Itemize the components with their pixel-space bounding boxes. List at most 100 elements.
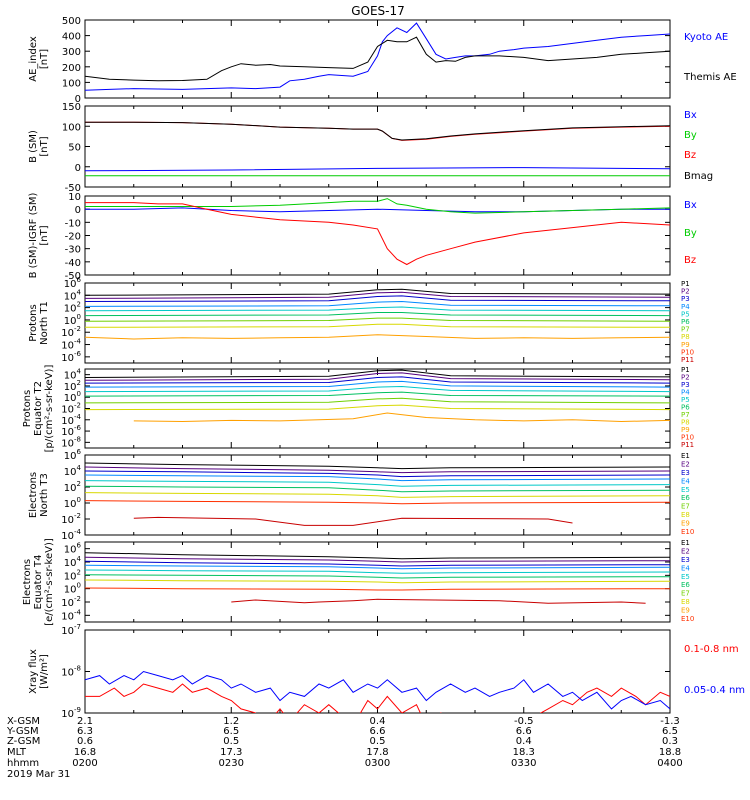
y-tick-label: 10-4 (61, 528, 81, 542)
y-tick-label: 102 (64, 568, 81, 582)
series-line-e8 (85, 500, 670, 505)
legend-e4: E4 (681, 564, 690, 572)
y-axis-label: AE_index[nT] (28, 36, 50, 82)
series-line-e1 (85, 462, 670, 470)
y-tick-label: 10-2 (61, 512, 81, 526)
x-axis-value: 6.6 (370, 726, 386, 737)
legend-e2: E2 (681, 460, 690, 468)
legend-0-1-0-8-nm: 0.1-0.8 nm (684, 644, 739, 655)
series-line-e8 (85, 587, 670, 591)
series-line-e2 (85, 466, 670, 474)
series-line-p4 (85, 380, 670, 388)
series-line-bz (85, 202, 670, 266)
series-line-p9 (133, 412, 670, 423)
legend-e6: E6 (681, 581, 690, 589)
legend-p4: P4 (681, 303, 690, 311)
panel-frame (84, 368, 671, 449)
panel-b_sm: 150 100 50 0 -50 B (SM)[nT] Bx By Bz Bmag (28, 102, 713, 194)
series-line-p2 (85, 291, 670, 299)
x-axis-value: 0400 (657, 758, 682, 769)
y-tick-label: 100 (64, 582, 81, 596)
legend-p7: P7 (681, 411, 690, 419)
series-line-p8 (85, 404, 670, 411)
series-line-p7 (85, 397, 670, 404)
panel-protons_t2: 10410210010-210-410-610-8ProtonsEquator … (22, 365, 694, 453)
legend-p9: P9 (681, 426, 690, 434)
legend-p2: P2 (681, 374, 690, 382)
series-line-p3 (85, 376, 670, 384)
y-axis-label: ProtonsNorth T1 (28, 301, 50, 345)
y-tick-label: -50 (65, 271, 81, 282)
series-line-p9 (85, 334, 670, 340)
series-line-p1 (85, 369, 670, 378)
y-tick-label: 102 (64, 480, 81, 494)
legend-e9: E9 (681, 607, 690, 615)
legend-e7: E7 (681, 590, 690, 598)
legend-p1: P1 (681, 366, 690, 374)
series-line-p1 (85, 288, 670, 296)
legend-e8: E8 (681, 511, 690, 519)
series-line-e3 (85, 560, 670, 567)
series-line-e3 (85, 470, 670, 478)
legend-e10: E10 (681, 615, 694, 623)
x-axis-value: 18.8 (659, 747, 681, 758)
series-line-e2 (85, 556, 670, 563)
legend-p9: P9 (681, 341, 690, 349)
series-line-e7 (85, 579, 670, 584)
x-axis-row-label: X-GSM (7, 716, 40, 727)
legend-e9: E9 (681, 520, 690, 528)
x-axis-value: 18.3 (513, 747, 535, 758)
x-axis-value: 0.3 (662, 736, 678, 747)
legend-p5: P5 (681, 310, 690, 318)
x-axis-value: 6.5 (662, 726, 678, 737)
legend-p6: P6 (681, 318, 690, 326)
x-axis-value: 2.1 (77, 716, 93, 727)
x-axis-value: 6.3 (77, 726, 93, 737)
x-axis-value: 0.4 (370, 716, 386, 727)
y-axis-label: ProtonsEquator T2[p/(cm²-s-sr-keV)] (22, 365, 55, 453)
series-line-0-05-0-4-nm (85, 670, 670, 710)
series-line-e5 (85, 569, 670, 574)
x-axis-row-label: Y-GSM (6, 726, 39, 737)
series-line-e4 (85, 564, 670, 570)
y-axis-label: ElectronsEquator T4[e/(cm²-s-sr-keV)] (22, 538, 55, 626)
series-line-e5 (85, 480, 670, 487)
y-tick-label: 10 (68, 192, 81, 203)
y-tick-label: 10-7 (61, 623, 81, 637)
y-tick-label: 10-4 (61, 608, 81, 622)
series-line-e4 (85, 474, 670, 482)
y-tick-label: -20 (65, 232, 81, 243)
x-axis-value: 17.3 (220, 747, 242, 758)
y-tick-label: 0 (75, 205, 81, 216)
x-axis-value: 0230 (219, 758, 244, 769)
series-line-p6 (85, 312, 670, 317)
x-axis-row-label: MLT (7, 747, 27, 758)
y-tick-label: 104 (64, 464, 82, 478)
panel-frame (84, 105, 671, 188)
legend-p10: P10 (681, 348, 694, 356)
y-tick-label: -30 (65, 245, 81, 256)
x-axis-row-label: Z-GSM (7, 736, 40, 747)
date-label: 2019 Mar 31 (7, 769, 70, 780)
panel-ae: 500 400 300 200 100 0 AE_index[nT] Kyoto AE Them… (28, 16, 737, 105)
legend-p6: P6 (681, 404, 690, 412)
plot-title: GOES-17 (351, 4, 405, 18)
series-line-p3 (85, 295, 670, 302)
legend-p3: P3 (681, 295, 690, 303)
legend-p3: P3 (681, 381, 690, 389)
legend-p8: P8 (681, 333, 690, 341)
y-tick-label: 100 (62, 122, 81, 133)
x-axis-value: 0.5 (370, 736, 386, 747)
x-axis-value: 16.8 (74, 747, 96, 758)
legend-bz: Bz (684, 255, 696, 266)
y-tick-label: 100 (64, 496, 81, 510)
legend-p11: P11 (681, 356, 694, 364)
y-tick-label: 50 (68, 143, 81, 154)
legend-bmag: Bmag (684, 171, 713, 182)
legend-e7: E7 (681, 503, 690, 511)
legend-bx: Bx (684, 200, 697, 211)
